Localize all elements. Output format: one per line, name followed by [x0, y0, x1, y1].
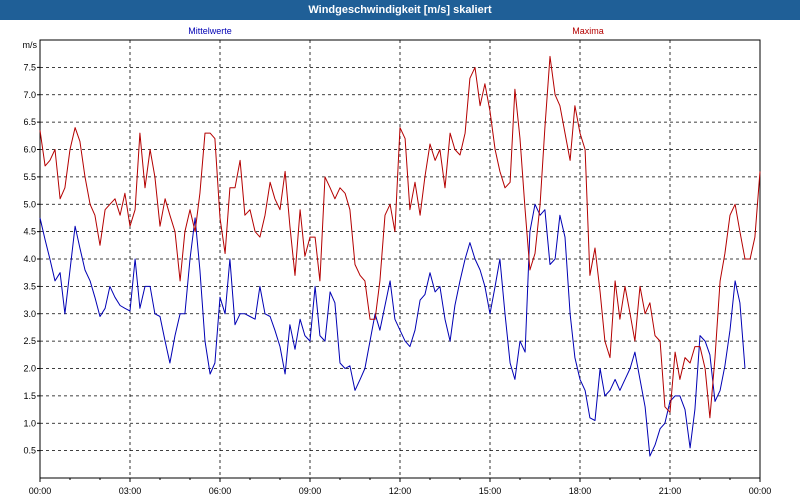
chart-area: 0.5 1.0 1.5 2.0 2.5 3.0 3.5 4.0 4.5 5.0 5.5 6.0 6.5 7…	[0, 20, 800, 500]
series-line-maxima	[39, 55, 761, 419]
y-axis: 0.5 1.0 1.5 2.0 2.5 3.0 3.5 4.0 4.5 5.0 5.5 6.0 6.5 7…	[23, 62, 40, 456]
y-tick-label: 3.0	[23, 309, 36, 319]
y-tick-label: 5.5	[23, 172, 36, 182]
y-tick-label: 0.5	[23, 446, 36, 456]
y-tick-label: 7.0	[23, 90, 36, 100]
x-tick-time: 12:00	[389, 486, 412, 496]
x-axis: 00:0008.09.1903:0008.09.1906:0008.09.190…	[29, 478, 772, 496]
y-tick-label: 2.5	[23, 336, 36, 346]
y-tick-label: 1.5	[23, 391, 36, 401]
x-tick-time: 03:00	[119, 486, 142, 496]
chart-title: Windgeschwindigkeit [m/s] skaliert	[0, 0, 800, 20]
x-tick-time: 09:00	[299, 486, 322, 496]
y-tick-label: 3.5	[23, 281, 36, 291]
x-tick-time: 00:00	[749, 486, 772, 496]
x-tick-time: 18:00	[569, 486, 592, 496]
y-tick-label: 4.5	[23, 227, 36, 237]
y-tick-label: 7.5	[23, 62, 36, 72]
y-tick-label: 4.0	[23, 254, 36, 264]
y-tick-label: 6.0	[23, 145, 36, 155]
y-tick-label: 5.0	[23, 199, 36, 209]
y-tick-label: 6.5	[23, 117, 36, 127]
y-tick-label: 1.0	[23, 418, 36, 428]
y-axis-label: m/s	[23, 40, 38, 50]
x-tick-time: 00:00	[29, 486, 52, 496]
series-line-mittelwerte	[39, 203, 746, 457]
series-group	[39, 55, 761, 457]
x-tick-time: 15:00	[479, 486, 502, 496]
legend-maxima: Maxima	[572, 26, 604, 36]
y-tick-label: 2.0	[23, 364, 36, 374]
x-tick-time: 21:00	[659, 486, 682, 496]
x-tick-time: 06:00	[209, 486, 232, 496]
legend-mittelwerte: Mittelwerte	[188, 26, 232, 36]
